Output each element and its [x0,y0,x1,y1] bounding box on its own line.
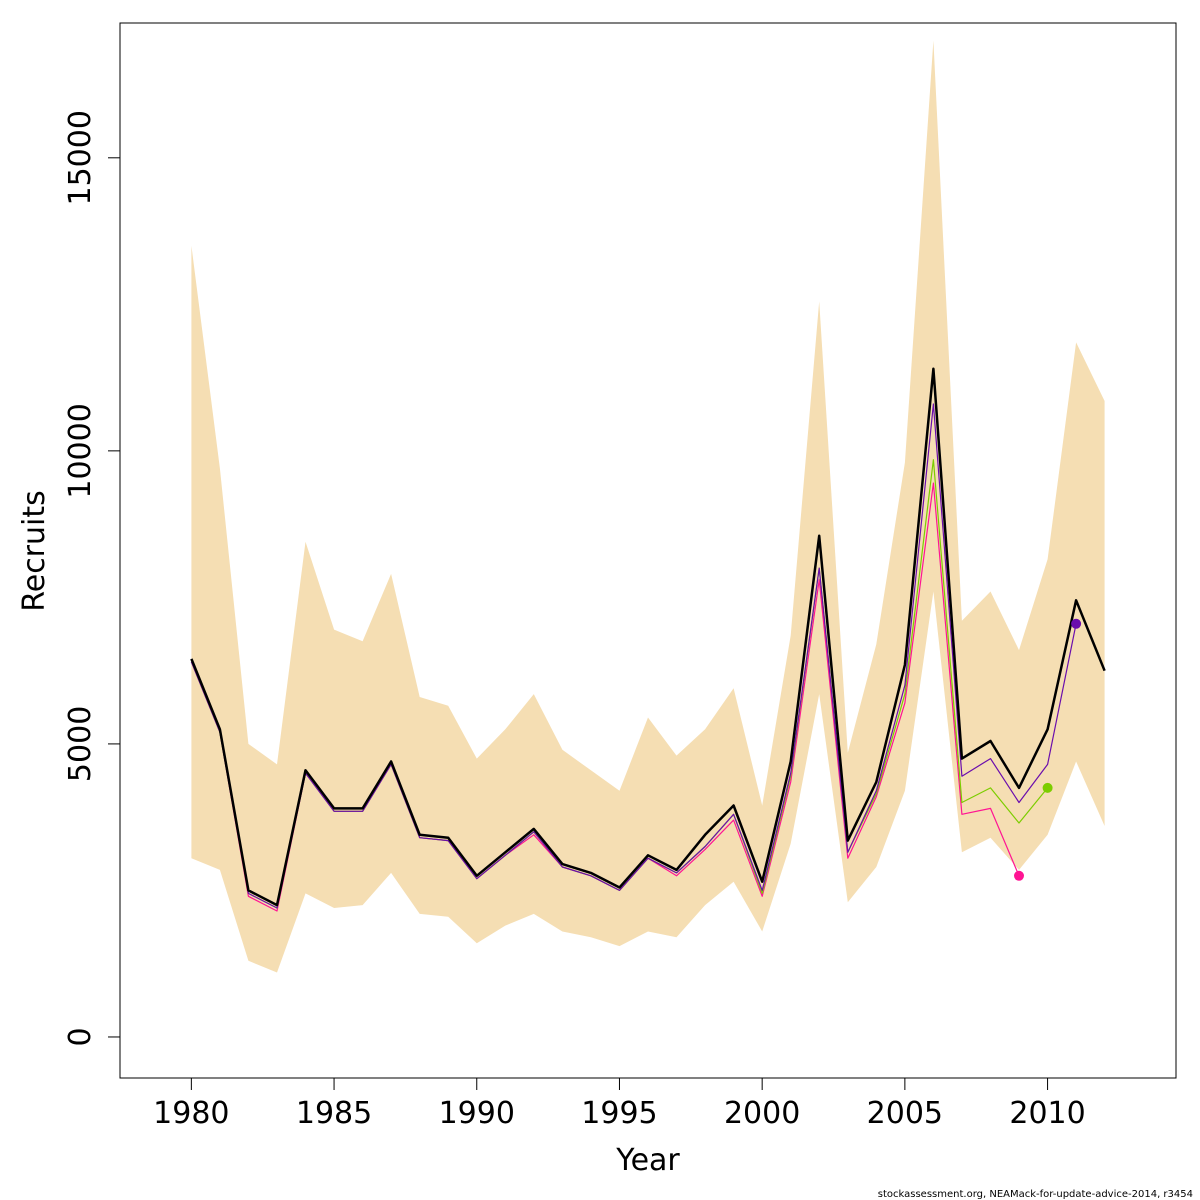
series-line-retro-2011 [190,403,1077,909]
x-tick-label: 2010 [1009,1096,1085,1131]
y-axis-title: Recruits [17,490,52,612]
y-tick-label: 5000 [63,706,98,782]
x-tick-label: 1980 [153,1096,229,1131]
y-tick-label: 15000 [63,110,98,205]
x-axis-title: Year [615,1143,680,1178]
endpoint-marker-retro-2009 [1014,870,1024,881]
x-tick-label: 1990 [439,1096,515,1131]
confidence-band-layer [191,40,1105,973]
footer-credit: stockassessment.org, NEAMack-for-update-… [878,1189,1193,1200]
y-tick-label: 10000 [63,403,98,498]
endpoint-marker-layer [1014,618,1082,881]
x-tick-label: 2000 [724,1096,800,1131]
y-tick-label: 0 [63,1027,98,1046]
series-line-final-assessment [190,367,1106,907]
x-tick-label: 2005 [867,1096,943,1131]
y-axis: 0 5000 10000 15000 [63,110,121,1047]
x-tick-label: 1995 [581,1096,657,1131]
endpoint-marker-retro-2011 [1071,618,1082,629]
endpoint-marker-retro-2010 [1042,782,1053,793]
x-tick-label: 1985 [296,1096,372,1131]
confidence-band [191,40,1105,973]
x-axis: 1980 1985 1990 1995 2000 2005 2010 [153,1077,1086,1131]
series-layer [190,367,1106,912]
